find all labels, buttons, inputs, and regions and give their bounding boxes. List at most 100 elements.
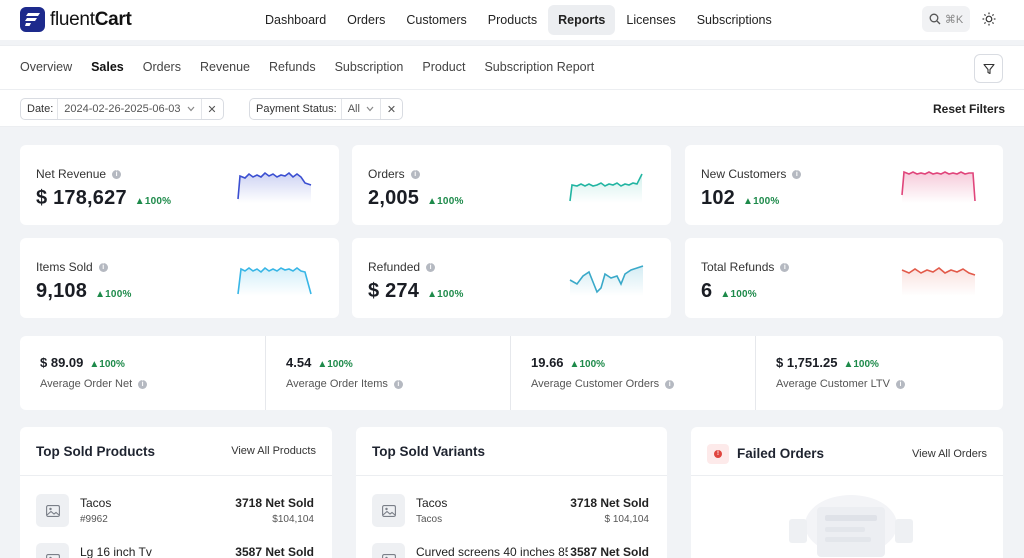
info-icon[interactable]: i	[138, 379, 148, 389]
avg-value: 4.54	[286, 355, 312, 370]
tab-subscription-report[interactable]: Subscription Report	[484, 60, 595, 74]
clear-date-button[interactable]: ✕	[200, 99, 223, 119]
nav-subscriptions[interactable]: Subscriptions	[696, 13, 772, 27]
card-title: Failed Orders	[737, 446, 825, 461]
stat-label: Refunded	[368, 260, 421, 274]
theme-toggle[interactable]	[979, 9, 999, 29]
divider	[356, 475, 667, 476]
sparkline-items-sold	[237, 266, 312, 296]
tab-overview[interactable]: Overview	[20, 60, 73, 74]
divider	[20, 475, 332, 476]
stat-delta: 100%	[144, 196, 172, 207]
product-image-icon	[36, 494, 69, 527]
view-all-orders-link[interactable]: View All Orders	[912, 448, 987, 460]
sparkline-net-revenue	[237, 171, 312, 203]
info-icon[interactable]: i	[426, 262, 436, 272]
payment-status-select[interactable]: All	[340, 99, 380, 119]
stat-value: 6	[701, 280, 713, 302]
nav-orders[interactable]: Orders	[347, 13, 386, 27]
alert-icon: !	[707, 444, 729, 464]
tab-refunds[interactable]: Refunds	[269, 60, 316, 74]
info-icon[interactable]: i	[98, 262, 108, 272]
info-icon[interactable]: i	[895, 379, 905, 389]
avg-delta: 100%	[853, 359, 879, 370]
trend-up-icon: ▲	[134, 196, 145, 207]
filters-bar: Date: 2024-02-26-2025-06-03 ✕ Payment St…	[0, 90, 1024, 127]
info-icon[interactable]: i	[112, 169, 122, 179]
nav-reports[interactable]: Reports	[548, 5, 616, 35]
info-icon[interactable]: i	[393, 379, 403, 389]
product-name: Tacos	[80, 496, 112, 510]
info-icon[interactable]: i	[792, 169, 802, 179]
stat-label: Total Refunds	[701, 260, 775, 274]
close-icon: ✕	[386, 103, 397, 116]
report-tabs: Overview Sales Orders Revenue Refunds Su…	[20, 60, 613, 74]
product-image-icon	[372, 543, 405, 558]
product-name: Lg 16 inch Tv	[80, 545, 152, 558]
payment-status-chip: Payment Status: All ✕	[249, 98, 403, 120]
list-item[interactable]: Curved screens 40 inches 85 3587 Net Sol…	[372, 543, 649, 558]
stat-value: 2,005	[368, 187, 420, 209]
tab-orders[interactable]: Orders	[142, 60, 181, 74]
date-range-select[interactable]: 2024-02-26-2025-06-03	[57, 99, 200, 119]
info-icon[interactable]: i	[780, 262, 790, 272]
net-sold: 3718 Net Sold	[570, 496, 649, 510]
search-button[interactable]: ⌘K	[922, 6, 970, 32]
sales-amount: $104,104	[272, 514, 314, 525]
filter-button[interactable]	[974, 54, 1003, 83]
averages-card: $ 89.09 ▲100% Average Order Net i 4.54 ▲100…	[20, 336, 1003, 410]
trend-up-icon: ▲	[317, 359, 328, 370]
avg-delta: 100%	[99, 359, 125, 370]
avg-label: Average Customer Orders	[531, 378, 660, 390]
trend-up-icon: ▲	[843, 359, 854, 370]
clear-status-button[interactable]: ✕	[379, 99, 402, 119]
list-item[interactable]: Tacos Tacos 3718 Net Sold $ 104,104	[372, 494, 649, 534]
avg-delta: 100%	[327, 359, 353, 370]
payment-status-value: All	[347, 103, 360, 115]
stat-value: $ 274	[368, 280, 420, 302]
tab-subscription[interactable]: Subscription	[334, 60, 404, 74]
search-shortcut: ⌘K	[944, 13, 964, 26]
product-image-icon	[372, 494, 405, 527]
top-sold-products-card: Top Sold Products View All Products Taco…	[20, 427, 332, 558]
stat-card-net-revenue: Net Revenue i $ 178,627 ▲100%	[20, 145, 339, 225]
stat-card-refunded: Refunded i $ 274 ▲100%	[352, 238, 671, 318]
list-item[interactable]: Lg 16 inch Tv 3587 Net Sold	[36, 543, 314, 558]
nav-customers[interactable]: Customers	[406, 13, 467, 27]
stat-delta: 100%	[437, 289, 464, 300]
stat-label: Net Revenue	[36, 167, 107, 181]
report-tabs-bar: Overview Sales Orders Revenue Refunds Su…	[0, 45, 1024, 90]
tab-product[interactable]: Product	[422, 60, 466, 74]
avg-label: Average Customer LTV	[776, 378, 890, 390]
top-sold-variants-card: Top Sold Variants Tacos Tacos 3718 Net S…	[356, 427, 667, 558]
info-icon[interactable]: i	[665, 379, 675, 389]
info-icon[interactable]: i	[410, 169, 420, 179]
date-range-value: 2024-02-26-2025-06-03	[64, 103, 181, 115]
trend-up-icon: ▲	[720, 289, 731, 300]
top-bar: fluentCart Dashboard Orders Customers Pr…	[0, 0, 1024, 40]
sparkline-refunded	[569, 265, 644, 296]
avg-customer-orders: 19.66 ▲100% Average Customer Orders i	[510, 336, 755, 410]
tab-sales[interactable]: Sales	[91, 60, 124, 74]
product-image-icon	[36, 543, 69, 558]
trend-up-icon: ▲	[427, 196, 438, 207]
trend-up-icon: ▲	[95, 289, 106, 300]
nav-products[interactable]: Products	[487, 13, 538, 27]
brand-logo[interactable]: fluentCart	[20, 7, 132, 32]
tab-revenue[interactable]: Revenue	[199, 60, 251, 74]
list-item[interactable]: Tacos #9962 3718 Net Sold $104,104	[36, 494, 314, 534]
nav-licenses[interactable]: Licenses	[626, 13, 676, 27]
net-sold: 3587 Net Sold	[235, 545, 314, 558]
nav-dashboard[interactable]: Dashboard	[265, 13, 327, 27]
sparkline-orders	[569, 173, 643, 203]
stat-value: 9,108	[36, 280, 88, 302]
view-all-products-link[interactable]: View All Products	[231, 445, 316, 457]
close-icon: ✕	[207, 103, 217, 116]
reset-filters-button[interactable]: Reset Filters	[933, 102, 1006, 116]
chevron-down-icon	[366, 106, 374, 112]
filter-icon	[982, 63, 995, 74]
stat-delta: 100%	[753, 196, 780, 207]
sales-amount: $ 104,104	[604, 514, 650, 525]
stat-value: 102	[701, 187, 735, 209]
stat-label: Orders	[368, 167, 405, 181]
